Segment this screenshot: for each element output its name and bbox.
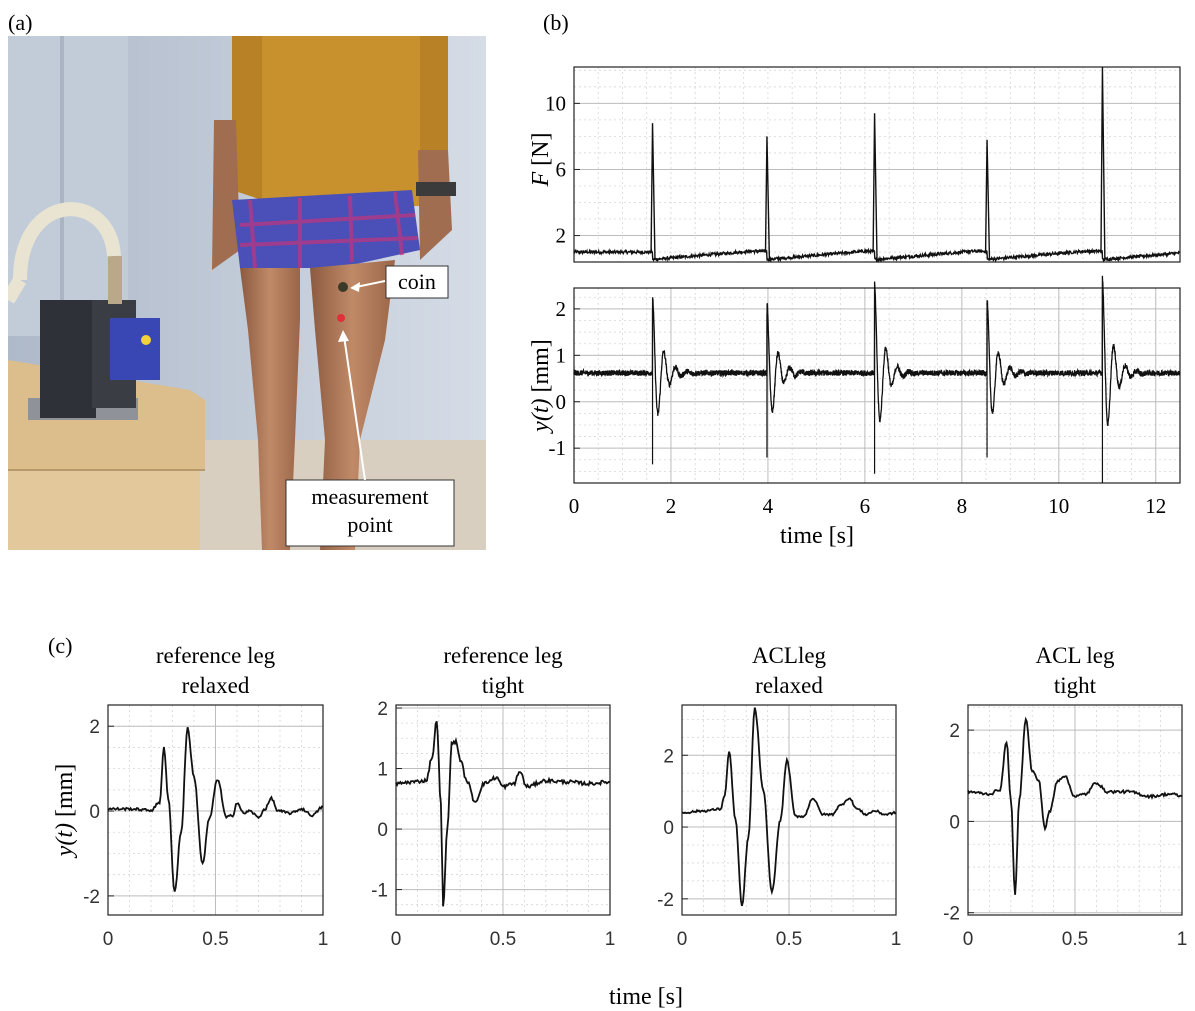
c3-title-line-2: relaxed: [755, 673, 823, 698]
c4-xtick-label: 0: [963, 929, 974, 950]
b-bottom-xtick-label: 6: [860, 494, 871, 518]
c2-xtick-label: 0: [391, 929, 402, 950]
c2-title-line-2: tight: [482, 673, 525, 698]
c1-xtick-label: 0: [103, 929, 114, 950]
c2-xtick-label: 0.5: [490, 929, 516, 950]
c2-xtick-label: 1: [605, 929, 616, 950]
c1-ytick-label: 0: [89, 802, 100, 823]
c1-ytick-label: -2: [83, 887, 100, 908]
c3-ytick-label: -2: [657, 890, 674, 911]
b-bottom-xlabel: time [s]: [780, 523, 854, 549]
c1-title-line-1: reference leg: [156, 643, 276, 668]
b-top-impact-peak-2: [764, 136, 771, 259]
left-arm: [212, 120, 240, 270]
b-bottom-ytick-label: 0: [556, 390, 567, 414]
b-top-ytick-label: 10: [545, 91, 566, 115]
c4-ytick-label: 2: [949, 721, 960, 742]
wristwatch: [416, 182, 456, 196]
c2-ytick-label: 1: [377, 760, 388, 781]
b-top-impact-peak-1: [650, 123, 656, 259]
left-leg: [240, 268, 300, 550]
coin-label-box: [385, 265, 449, 299]
right-leg: [310, 260, 395, 550]
c3-ytick-label: 0: [663, 818, 674, 839]
b-top-ytick-label: 2: [556, 224, 567, 248]
b-bottom-xtick-label: 10: [1048, 494, 1069, 518]
b-bottom-displacement-line: [573, 275, 1181, 427]
laser-device: [40, 300, 96, 418]
c1-line: [107, 726, 324, 892]
b-bottom-xtick-label: 8: [957, 494, 968, 518]
b-bottom-ytick-label: 2: [556, 297, 567, 321]
b-bottom-ytick-label: 1: [556, 343, 567, 367]
shirt: [262, 36, 432, 206]
c4-ytick-label: -2: [943, 904, 960, 925]
b-bottom-xtick-label: 4: [763, 494, 774, 518]
c2-frame: [395, 704, 611, 916]
photo-panel: coin measurement point: [8, 36, 486, 550]
c2-line: [395, 720, 611, 907]
b-bottom-ylabel: y(t) [mm]: [528, 339, 554, 434]
panel-label-c: (c): [48, 633, 72, 658]
shorts: [232, 190, 420, 268]
b-top-force-line: [573, 247, 1180, 264]
hose: [13, 202, 121, 281]
coin-label: coin: [398, 269, 436, 294]
c4-title-line-2: tight: [1054, 673, 1097, 698]
c4-ytick-label: 0: [949, 812, 960, 833]
panel-label-a: (a): [8, 10, 32, 35]
measurement-arrow: [343, 335, 366, 481]
measurement-point-label: measurement point: [311, 484, 428, 537]
c1-title-line-2: relaxed: [182, 673, 250, 698]
c1-ylabel: y(t) [mm]: [52, 764, 78, 859]
b-bottom-xtick-label: 2: [666, 494, 677, 518]
hose-connector: [108, 256, 122, 304]
c-shared-xlabel: time [s]: [609, 984, 683, 1010]
measurement-dot: [337, 314, 345, 322]
c3-ytick-label: 2: [663, 746, 674, 767]
c2-title-line-1: reference leg: [443, 643, 563, 668]
c3-frame: [681, 704, 897, 916]
right-arm: [418, 150, 452, 260]
b-top-impact-peak-3: [872, 113, 878, 259]
c4-xtick-label: 1: [1177, 929, 1188, 950]
b-bottom-ytick-label: -1: [549, 436, 567, 460]
c3-title-line-1: ACLleg: [752, 643, 827, 668]
coin-arrow: [355, 280, 386, 288]
b-top-impact-peak-5: [1100, 66, 1106, 259]
b-top-axes: 2 6 10: [545, 66, 1181, 264]
c2-ytick-label: 2: [377, 699, 388, 720]
c1-ytick-label: 2: [89, 717, 100, 738]
laser-sensor: [110, 318, 160, 380]
b-bottom-xtick-label: 12: [1145, 494, 1166, 518]
c4-line: [967, 716, 1183, 895]
panel-label-b: (b): [543, 10, 569, 35]
b-top-ytick-label: 6: [556, 157, 567, 181]
c1-xtick-label: 0.5: [202, 929, 228, 950]
coin-dot: [338, 282, 348, 292]
b-top-impact-peak-4: [984, 139, 991, 259]
c3-xtick-label: 0: [677, 929, 688, 950]
c2-ytick-label: 0: [377, 820, 388, 841]
c4-frame: [967, 704, 1183, 916]
b-bottom-xtick-label: 0: [569, 494, 580, 518]
c4-title-line-1: ACL leg: [1036, 643, 1115, 668]
c1-xtick-label: 1: [318, 929, 329, 950]
c4-xtick-label: 0.5: [1062, 929, 1088, 950]
c3-xtick-label: 1: [891, 929, 902, 950]
b-top-ylabel: F [N]: [528, 133, 554, 188]
c3-line: [681, 707, 897, 907]
c3-xtick-label: 0.5: [776, 929, 802, 950]
c2-axes: -1 0 1 2 0 0.5 1 reference leg tight: [371, 643, 615, 950]
b-top-frame: [573, 66, 1181, 263]
b-bottom-frame: [573, 287, 1181, 484]
measurement-point-label-box: [285, 479, 455, 547]
c2-ytick-label: -1: [371, 881, 388, 902]
